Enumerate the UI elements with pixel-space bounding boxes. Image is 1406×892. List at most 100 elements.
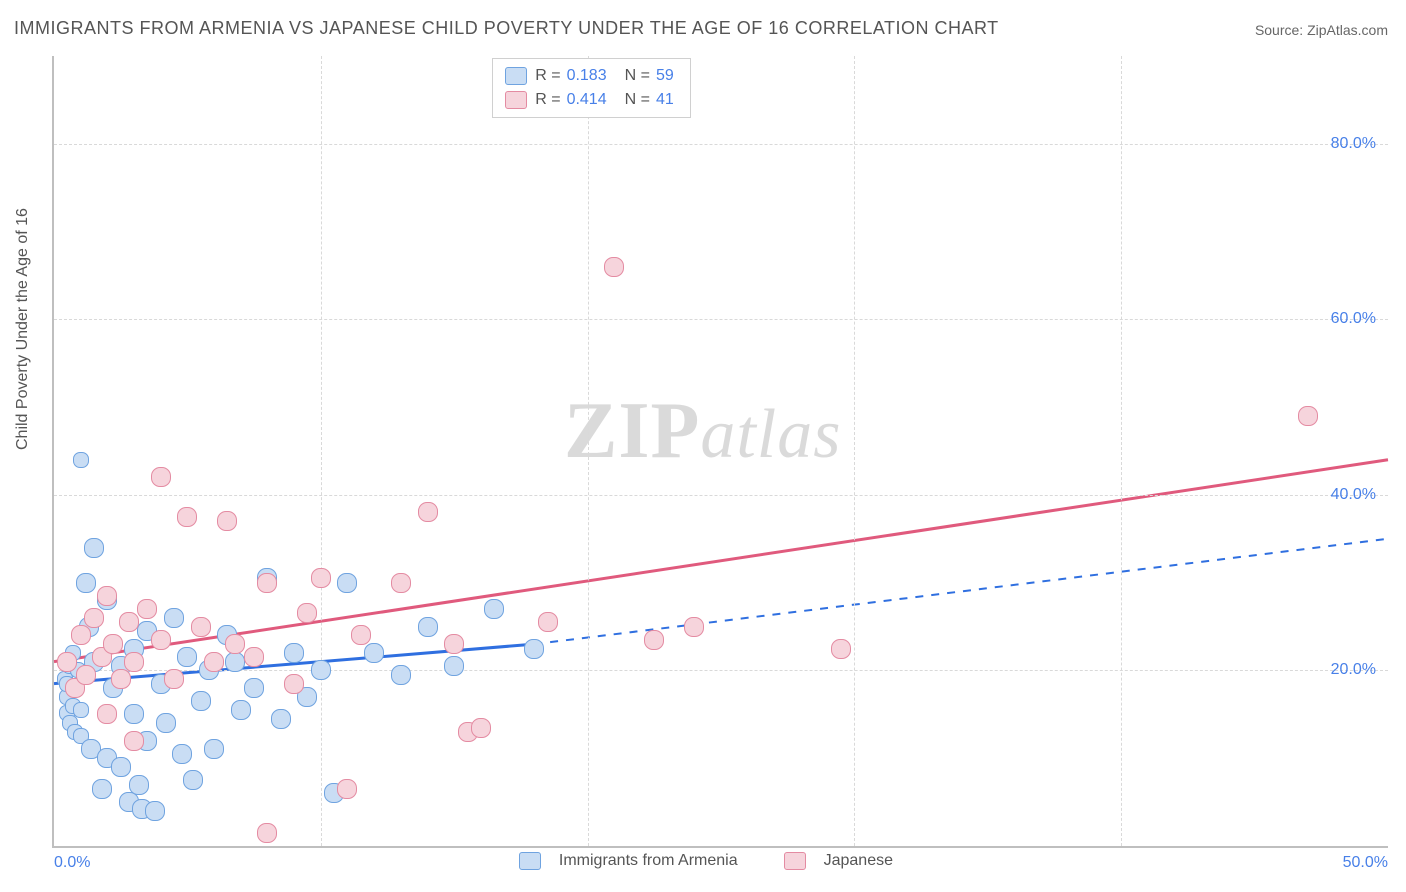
series-legend: Immigrants from ArmeniaJapanese	[519, 852, 929, 870]
legend-r-label: R =	[535, 67, 560, 85]
chart-title: IMMIGRANTS FROM ARMENIA VS JAPANESE CHIL…	[14, 18, 999, 39]
scatter-point	[76, 665, 96, 685]
scatter-point	[471, 718, 491, 738]
y-axis-label: Child Poverty Under the Age of 16	[14, 208, 32, 450]
scatter-point	[124, 652, 144, 672]
correlation-legend-row: R = 0.183 N = 59	[505, 65, 678, 87]
gridline-vertical	[1121, 56, 1122, 846]
legend-n-label: N =	[625, 91, 650, 109]
scatter-point	[684, 617, 704, 637]
scatter-point	[137, 599, 157, 619]
correlation-legend-row: R =0.414N =41	[505, 89, 678, 111]
scatter-point	[177, 647, 197, 667]
scatter-point	[164, 669, 184, 689]
scatter-point	[225, 634, 245, 654]
scatter-point	[538, 612, 558, 632]
source-label: Source:	[1255, 22, 1307, 38]
scatter-point	[183, 770, 203, 790]
scatter-point	[97, 704, 117, 724]
scatter-point	[257, 573, 277, 593]
scatter-point	[364, 643, 384, 663]
scatter-point	[92, 779, 112, 799]
x-tick-label: 0.0%	[54, 854, 90, 872]
watermark-text: ZIPatlas	[564, 386, 842, 477]
scatter-point	[225, 652, 245, 672]
scatter-point	[71, 625, 91, 645]
watermark-part2: atlas	[700, 396, 841, 473]
scatter-point	[244, 647, 264, 667]
scatter-point	[97, 586, 117, 606]
correlation-legend: R =0.183N =59R =0.414N =41	[492, 58, 691, 118]
scatter-point	[418, 617, 438, 637]
scatter-point	[284, 674, 304, 694]
legend-swatch	[519, 852, 541, 870]
scatter-point	[311, 568, 331, 588]
scatter-point	[151, 467, 171, 487]
x-tick-label: 50.0%	[1343, 854, 1388, 872]
scatter-point	[604, 257, 624, 277]
legend-r-value: 0.183	[567, 67, 607, 85]
watermark-part1: ZIP	[564, 387, 700, 475]
scatter-point	[391, 665, 411, 685]
scatter-point	[444, 656, 464, 676]
scatter-point	[484, 599, 504, 619]
scatter-point	[297, 603, 317, 623]
scatter-point	[164, 608, 184, 628]
legend-n-label: N =	[625, 67, 650, 85]
gridline-horizontal	[54, 319, 1388, 320]
y-tick-label: 40.0%	[1331, 486, 1376, 504]
legend-swatch	[505, 67, 527, 85]
gridline-vertical	[321, 56, 322, 846]
scatter-point	[119, 612, 139, 632]
scatter-point	[156, 713, 176, 733]
chart-plot-area: ZIPatlas 20.0%40.0%60.0%80.0%0.0%50.0%	[52, 56, 1388, 848]
y-tick-label: 60.0%	[1331, 310, 1376, 328]
scatter-point	[351, 625, 371, 645]
scatter-point	[1298, 406, 1318, 426]
legend-r-value: 0.414	[567, 91, 607, 109]
scatter-point	[231, 700, 251, 720]
source-attribution: Source: ZipAtlas.com	[1255, 22, 1388, 38]
scatter-point	[257, 823, 277, 843]
gridline-vertical	[854, 56, 855, 846]
regression-line	[54, 460, 1388, 662]
scatter-point	[391, 573, 411, 593]
scatter-point	[418, 502, 438, 522]
legend-series-label: Immigrants from Armenia	[559, 852, 738, 870]
y-tick-label: 20.0%	[1331, 661, 1376, 679]
gridline-horizontal	[54, 670, 1388, 671]
legend-n-value: 59	[656, 67, 674, 85]
scatter-point	[84, 538, 104, 558]
scatter-point	[311, 660, 331, 680]
gridline-horizontal	[54, 495, 1388, 496]
scatter-point	[444, 634, 464, 654]
regression-line-extrapolated	[534, 539, 1388, 644]
legend-swatch	[505, 91, 527, 109]
scatter-point	[145, 801, 165, 821]
regression-lines-layer	[54, 56, 1388, 846]
scatter-point	[57, 652, 77, 672]
scatter-point	[129, 775, 149, 795]
source-name: ZipAtlas.com	[1307, 22, 1388, 38]
gridline-vertical	[588, 56, 589, 846]
scatter-point	[831, 639, 851, 659]
scatter-point	[644, 630, 664, 650]
scatter-point	[84, 608, 104, 628]
legend-swatch	[784, 852, 806, 870]
scatter-point	[191, 691, 211, 711]
scatter-point	[73, 702, 89, 718]
scatter-point	[204, 739, 224, 759]
scatter-point	[172, 744, 192, 764]
scatter-point	[103, 634, 123, 654]
scatter-point	[191, 617, 211, 637]
scatter-point	[524, 639, 544, 659]
scatter-point	[124, 731, 144, 751]
y-tick-label: 80.0%	[1331, 135, 1376, 153]
legend-r-label: R =	[535, 91, 560, 109]
scatter-point	[151, 630, 171, 650]
scatter-point	[76, 573, 96, 593]
scatter-point	[177, 507, 197, 527]
scatter-point	[217, 511, 237, 531]
scatter-point	[271, 709, 291, 729]
gridline-horizontal	[54, 144, 1388, 145]
